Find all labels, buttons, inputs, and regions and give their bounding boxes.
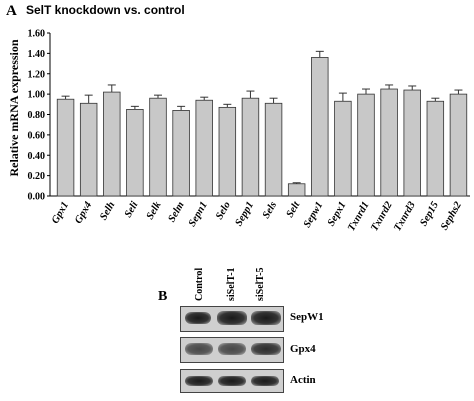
y-tick-label: 0.00: [28, 192, 46, 203]
y-tick-label: 0.60: [28, 130, 46, 141]
lane-label-control: Control: [194, 267, 205, 301]
blot-label-gpx4: Gpx4: [290, 343, 316, 355]
error-bar-txnrd3: [408, 85, 417, 91]
blot-label-sepw1: SepW1: [290, 311, 324, 323]
band-actin-siselt-1: [218, 376, 246, 386]
y-tick-label: 1.20: [28, 69, 46, 80]
bars: [56, 57, 468, 197]
bar-chart: A SelT knockdown vs. control Relative mR…: [6, 3, 470, 233]
blot-sepw1: [180, 306, 284, 332]
y-axis: 0.00 0.20 0.40 0.60 0.80 1.00 1.20 1.40 1.60: [28, 29, 470, 203]
blot-gpx4: [180, 337, 284, 363]
band-sepw1-control: [185, 312, 211, 324]
y-tick-label: 1.00: [28, 90, 46, 101]
error-bar-txnrd2: [385, 84, 394, 90]
blot-actin: [180, 369, 284, 393]
y-tick-label: 0.80: [28, 110, 46, 121]
error-bar-selt: [292, 182, 301, 184]
error-bar-sepw1: [315, 50, 324, 58]
y-tick-label: 0.20: [28, 171, 46, 182]
error-bars: [61, 50, 463, 184]
error-bar-sepp1: [246, 90, 255, 99]
y-axis-label: Relative mRNA expression: [7, 39, 21, 176]
y-tick-label: 1.40: [28, 49, 46, 60]
chart-title: SelT knockdown vs. control: [26, 3, 185, 17]
band-sepw1-siselt-1: [217, 311, 247, 325]
error-bar-selo: [223, 103, 232, 108]
lane-label-siselt-1: siSelT-1: [226, 267, 237, 301]
error-bar-selm: [177, 105, 186, 111]
error-bar-sels: [269, 97, 278, 104]
error-bar-txnrd1: [362, 88, 370, 95]
band-actin-control: [185, 376, 213, 386]
error-bar-seli: [130, 105, 139, 110]
error-bar-sep15: [431, 97, 440, 102]
error-bar-gpx1: [61, 95, 70, 100]
band-gpx4-siselt-1: [218, 343, 246, 355]
error-bar-selk: [154, 94, 162, 99]
band-actin-siselt-5: [251, 376, 279, 386]
blot-label-actin: Actin: [290, 374, 316, 386]
error-bar-selh: [107, 84, 116, 93]
error-bar-sepn1: [200, 96, 209, 101]
error-bar-gpx4: [84, 94, 93, 104]
panel-letter-a: A: [6, 3, 17, 19]
error-bar-sephs2: [454, 89, 463, 95]
panel-letter-b: B: [158, 289, 168, 304]
error-bar-sepx1: [338, 92, 347, 102]
y-tick-label: 0.40: [28, 151, 46, 162]
band-gpx4-siselt-5: [251, 343, 281, 355]
band-gpx4-control: [185, 343, 213, 355]
lane-label-siselt-5: siSelT-5: [255, 267, 266, 301]
y-tick-label: 1.60: [28, 29, 46, 40]
band-sepw1-siselt-5: [251, 311, 281, 325]
